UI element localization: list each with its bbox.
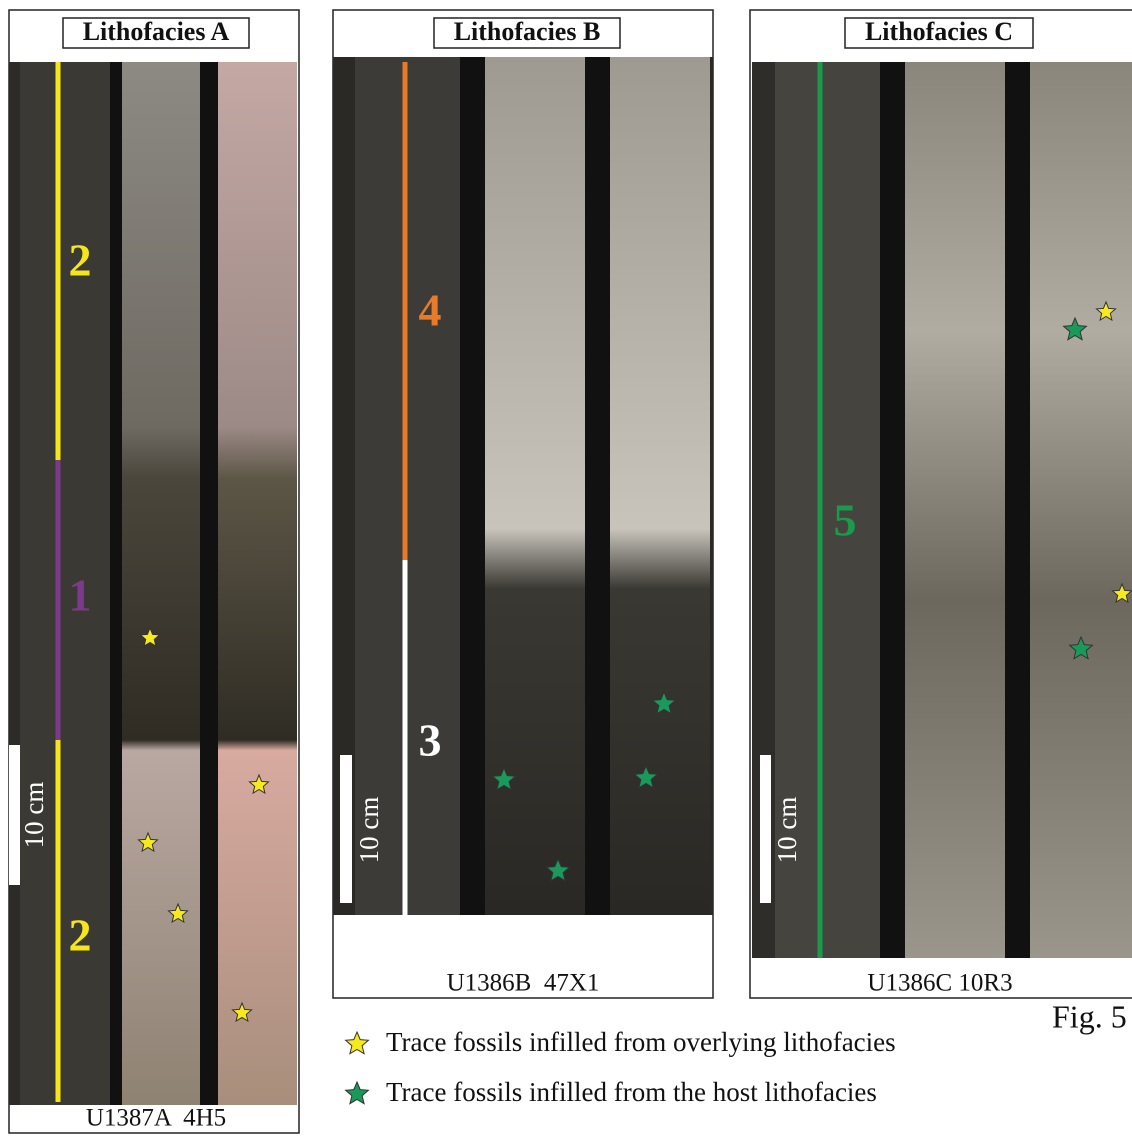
trace-fossil-star xyxy=(1095,300,1117,322)
core-section xyxy=(905,62,1005,958)
title-box xyxy=(62,17,250,49)
core-section xyxy=(218,62,297,1105)
ruler xyxy=(200,62,218,1105)
core-label: U1386C 10R3 xyxy=(867,970,1012,997)
legend-text: Trace fossils infilled from overlying li… xyxy=(386,1027,896,1057)
trace-fossil-star xyxy=(633,764,659,789)
ruler xyxy=(585,57,610,915)
trace-fossil-star xyxy=(139,626,161,648)
unit-label: 1 xyxy=(69,570,92,621)
trace-fossil-star xyxy=(344,1080,370,1105)
scale-label: 10 cm xyxy=(772,797,802,864)
ruler xyxy=(1005,62,1030,958)
core-section xyxy=(610,57,710,915)
panel-b: Lithofacies B 4 3 10 cm U1386B 47X1 xyxy=(332,9,714,999)
unit-label: 2 xyxy=(69,910,92,961)
unit-label: 3 xyxy=(419,715,442,766)
title-box xyxy=(433,17,621,49)
trace-fossil-star xyxy=(248,773,270,795)
core-label: U1386B 47X1 xyxy=(447,970,600,997)
ruler xyxy=(880,62,905,958)
trace-fossil-star xyxy=(545,857,571,882)
unit-label: 5 xyxy=(834,495,857,546)
trace-fossil-star xyxy=(1062,316,1088,341)
core-label: U1387A 4H5 xyxy=(86,1105,226,1132)
panel-title: Lithofacies A xyxy=(83,17,230,46)
scale-label: 10 cm xyxy=(19,782,49,849)
unit-label: 4 xyxy=(419,285,442,336)
trace-fossil-star xyxy=(1111,582,1132,604)
core-section xyxy=(1030,62,1132,958)
scale-bar xyxy=(340,755,352,903)
core-section xyxy=(20,62,110,1105)
scale-label: 10 cm xyxy=(354,797,384,864)
trace-fossil-star xyxy=(1068,635,1094,660)
trace-fossil-star xyxy=(651,690,677,715)
ruler xyxy=(460,57,485,915)
core-section xyxy=(775,62,880,958)
unit-label: 2 xyxy=(69,235,92,286)
core-section xyxy=(122,62,200,1105)
ruler xyxy=(110,62,122,1105)
panel-title: Lithofacies B xyxy=(454,17,601,46)
trace-fossil-star xyxy=(344,1030,370,1055)
trace-fossil-star xyxy=(137,831,159,853)
legend-text: Trace fossils infilled from the host lit… xyxy=(386,1077,877,1107)
trace-fossil-star xyxy=(491,766,517,791)
trace-fossil-star xyxy=(167,902,189,924)
panel-a: Lithofacies A 2 1 2 10 cm U1387A 4H5 xyxy=(8,9,300,1134)
trace-fossil-star xyxy=(231,1001,253,1023)
figure-label: Fig. 5 xyxy=(1052,998,1127,1034)
panel-title: Lithofacies C xyxy=(865,17,1013,46)
panel-c: Lithofacies C 5 10 cm U1386C 10R3 xyxy=(749,9,1132,999)
core-section xyxy=(485,57,585,915)
title-box xyxy=(844,17,1034,49)
legend: Trace fossils infilled from overlying li… xyxy=(386,1027,896,1107)
scale-bar xyxy=(9,745,20,885)
scale-bar xyxy=(760,755,771,903)
